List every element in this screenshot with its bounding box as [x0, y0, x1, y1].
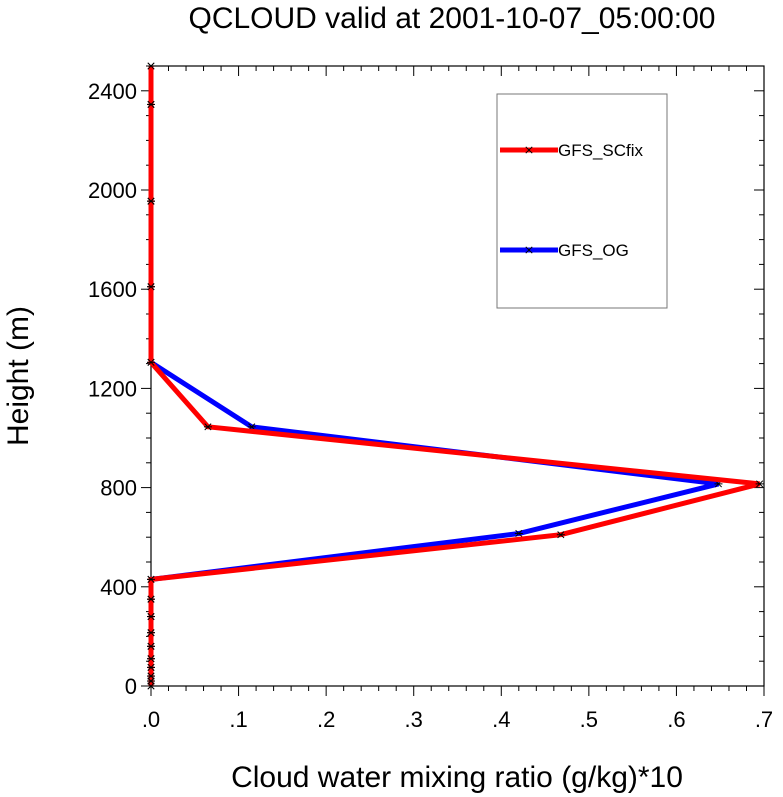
data-point-marker	[514, 529, 523, 538]
data-point-marker	[147, 629, 155, 637]
legend-box	[496, 93, 668, 309]
y-tick-labels: 0 400 800 1200 1600 2000 2400	[88, 79, 137, 699]
x-tick-label: .7	[755, 707, 773, 732]
x-tick-label: .5	[580, 707, 598, 732]
data-point-marker	[147, 62, 155, 70]
y-tick-label: 800	[100, 476, 137, 501]
y-axis-label: Height (m)	[2, 306, 35, 446]
legend-item-GFS_OG: GFS_OG	[500, 241, 629, 260]
data-point-marker	[147, 672, 155, 680]
legend-marker	[525, 146, 533, 154]
data-point-marker	[147, 642, 155, 650]
x-tick-label: .4	[492, 707, 510, 732]
data-point-marker	[147, 358, 155, 366]
data-point-marker	[147, 613, 155, 621]
data-point-marker	[755, 480, 764, 488]
y-tick-label: 1600	[88, 277, 137, 302]
y-tick-label: 0	[125, 674, 137, 699]
x-tick-label: .3	[405, 707, 423, 732]
x-tick-label: .2	[317, 707, 335, 732]
data-point-marker	[556, 531, 565, 539]
x-axis-label: Cloud water mixing ratio (g/kg)*10	[231, 761, 683, 794]
data-point-marker	[147, 283, 155, 291]
data-point-marker	[203, 423, 212, 431]
data-point-marker	[147, 663, 155, 671]
y-tick-label: 400	[100, 575, 137, 600]
chart-title: QCLOUD valid at 2001-10-07_05:00:00	[189, 2, 716, 35]
x-tick-label: .0	[142, 707, 160, 732]
data-point-marker	[147, 575, 155, 583]
data-point-marker	[147, 197, 155, 205]
x-tick-label: .1	[229, 707, 247, 732]
y-tick-label: 1200	[88, 376, 137, 401]
y-tick-label: 2000	[88, 178, 137, 203]
y-tick-label: 2400	[88, 79, 137, 104]
series-line-GFS_SCfix	[148, 66, 761, 686]
x-tick-label: .6	[667, 707, 685, 732]
axis-ticks	[141, 65, 765, 696]
data-point-marker	[147, 595, 155, 603]
series-lines	[147, 62, 764, 690]
legend-marker	[525, 246, 533, 254]
data-point-marker	[147, 655, 155, 663]
legend-label: GFS_SCfix	[558, 141, 644, 160]
legend: GFS_SCfix GFS_OG	[496, 93, 668, 309]
x-tick-labels: .0 .1 .2 .3 .4 .5 .6 .7	[142, 707, 773, 732]
legend-label: GFS_OG	[558, 241, 629, 260]
legend-item-GFS_SCfix: GFS_SCfix	[500, 141, 644, 160]
plot-frame	[150, 65, 765, 687]
data-point-marker	[147, 100, 155, 108]
legend-items: GFS_SCfix GFS_OG	[500, 141, 644, 260]
